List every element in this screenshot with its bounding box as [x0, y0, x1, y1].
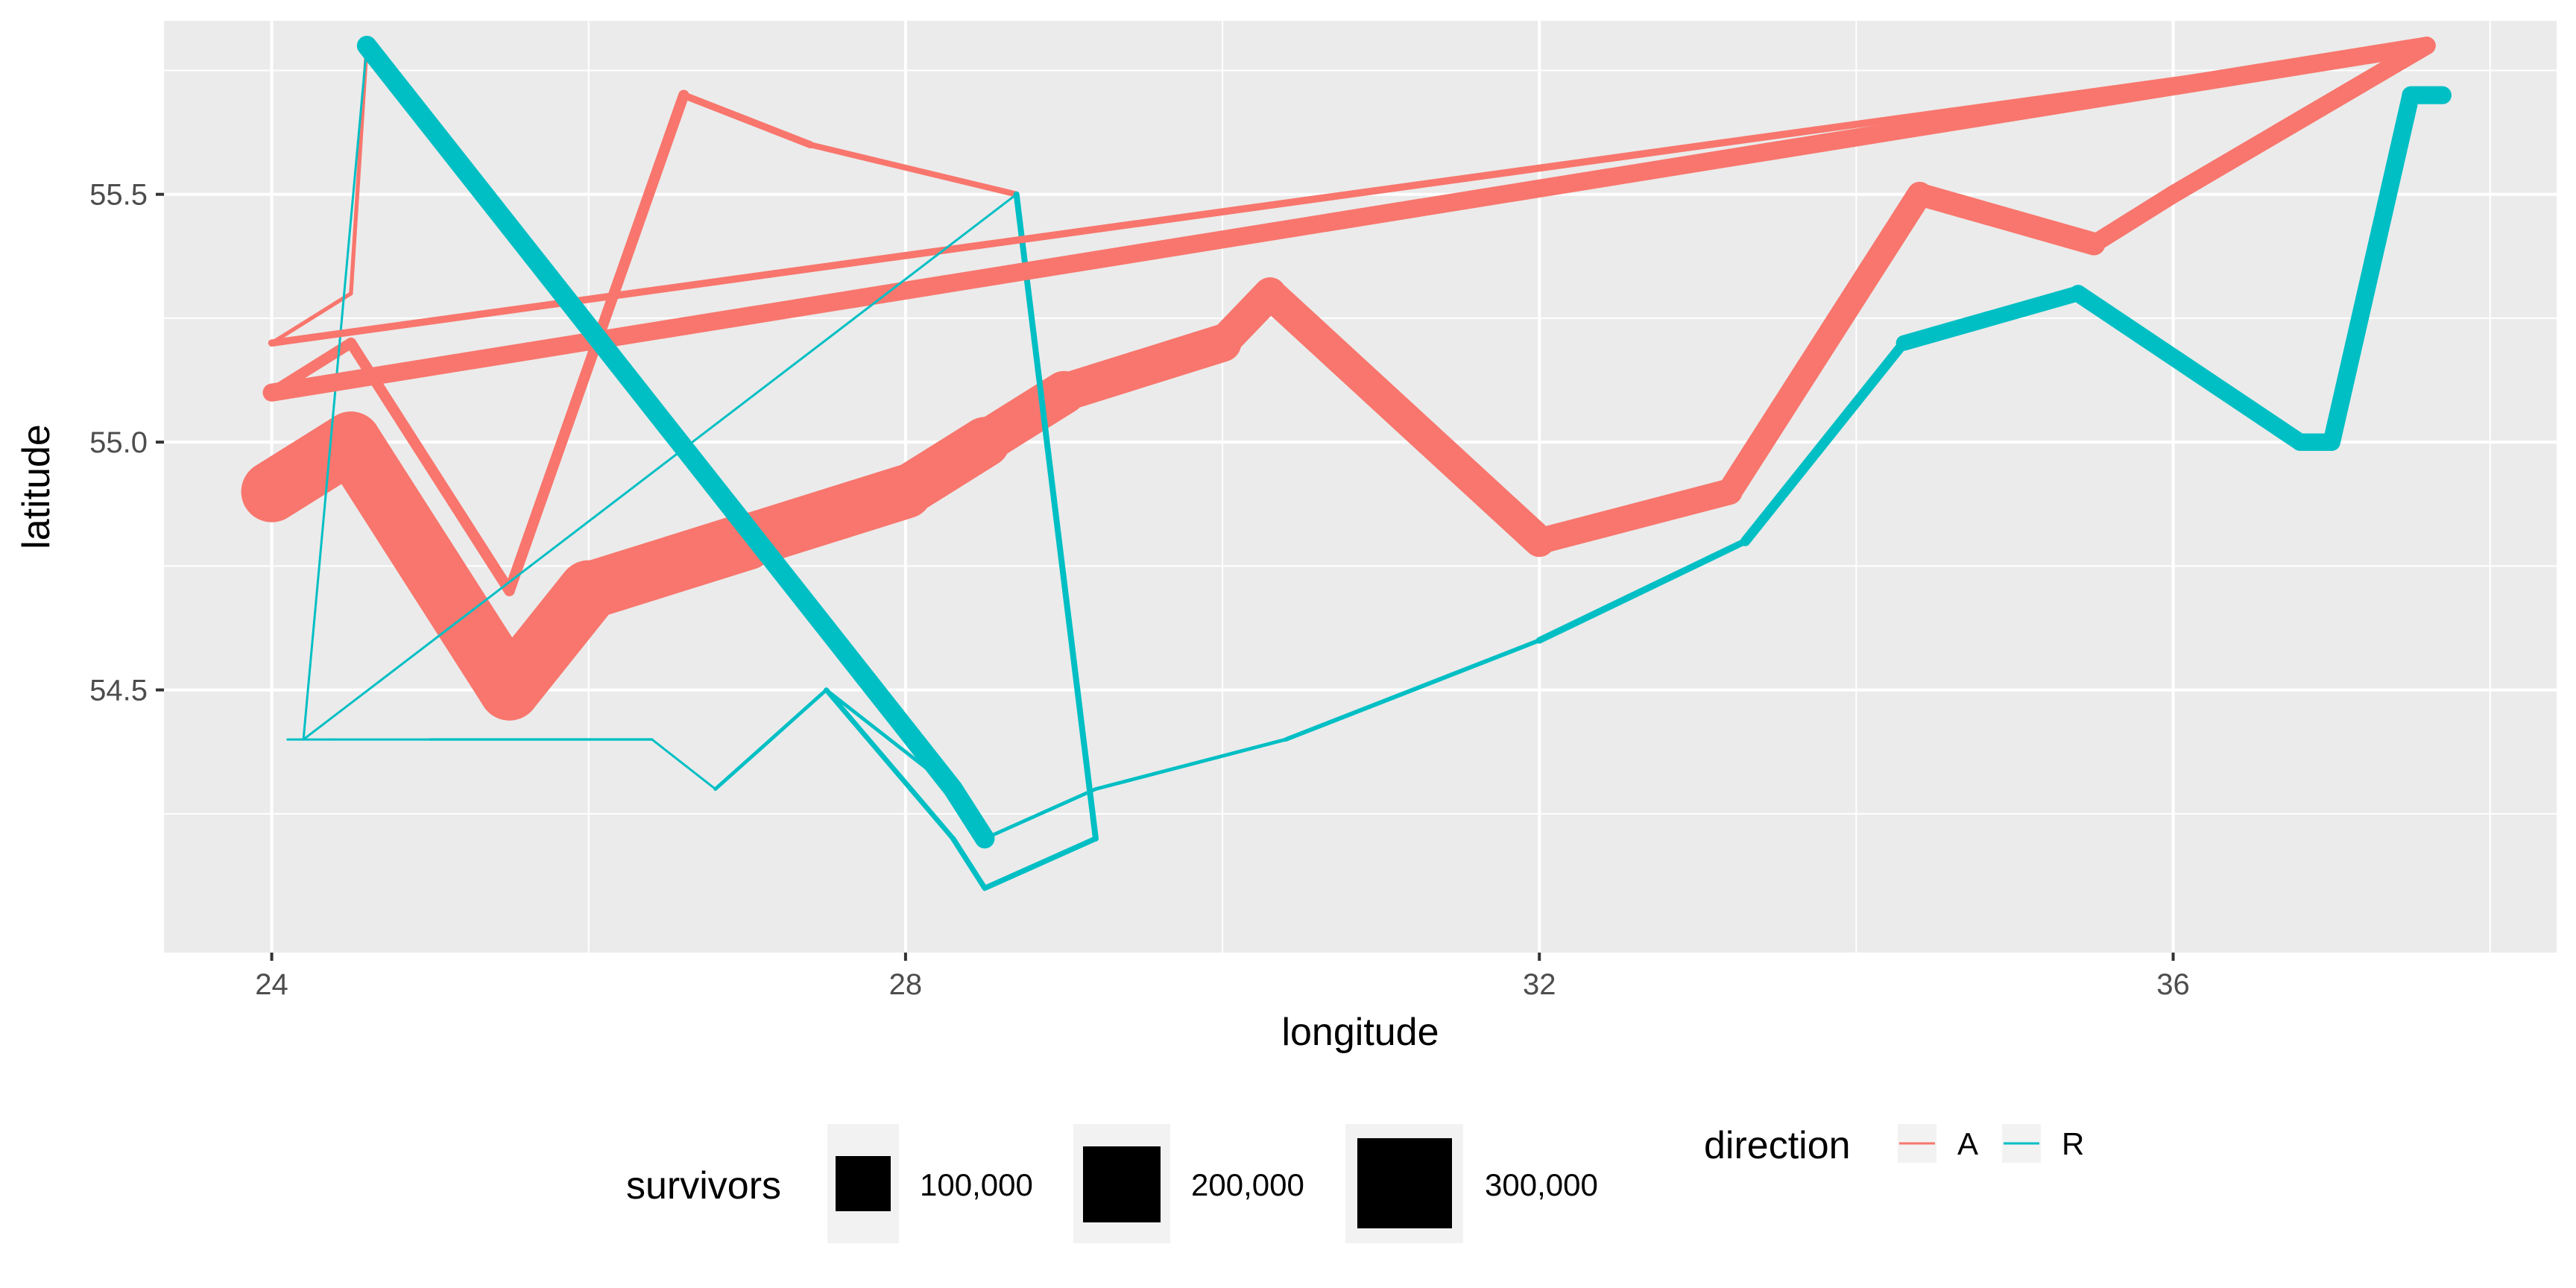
- path-segment-r: [302, 193, 1018, 741]
- path-segment-a: [1717, 181, 1933, 505]
- y-tick-label: 55.5: [89, 179, 148, 212]
- color-legend-title: direction: [1704, 1124, 1851, 1167]
- size-legend-title: survivors: [626, 1164, 781, 1208]
- path-segment-r: [1740, 338, 1909, 546]
- y-axis-title: latitude: [15, 424, 58, 549]
- color-legend-label-a: A: [1957, 1126, 1978, 1161]
- path-segment-a: [2164, 37, 2436, 203]
- path-segment-r: [651, 738, 717, 791]
- size-legend: survivors 100,000 200,000 300,000: [626, 1124, 1598, 1243]
- x-axis-ticks: 24 28 32 36: [255, 953, 2190, 1001]
- path-segment-r: [982, 787, 1098, 841]
- size-legend-label-3: 300,000: [1485, 1167, 1598, 1202]
- path-segment-a: [807, 142, 1020, 198]
- series-a-group-1: [241, 37, 2436, 721]
- path-segment-a: [320, 411, 540, 721]
- path-segment-a: [269, 291, 353, 345]
- path-segment-r: [1013, 191, 1099, 842]
- x-axis-title: longitude: [1281, 1011, 1439, 1054]
- path-segment-r: [1895, 285, 2086, 351]
- path-segment-r: [1093, 737, 1288, 791]
- path-segment-r: [824, 687, 956, 842]
- y-axis-ticks: 54.5 55.0 55.5: [89, 179, 164, 707]
- x-tick-label: 32: [1523, 968, 1556, 1001]
- series-r-group-2: [824, 191, 1099, 891]
- path-segment-r: [943, 779, 995, 849]
- series-r-group-3: [302, 44, 368, 741]
- size-legend-label-1: 100,000: [920, 1167, 1033, 1202]
- path-segment-r: [950, 836, 988, 891]
- series-a-group-4: [262, 37, 2436, 402]
- path-segment-a: [1526, 479, 1743, 555]
- path-segment-a: [349, 43, 369, 296]
- path-segment-a: [1045, 323, 1242, 411]
- path-segment-r: [982, 836, 1099, 891]
- color-legend: direction A R: [1704, 1124, 2084, 1167]
- series-layer: [241, 35, 2452, 891]
- path-segment-a: [1254, 277, 1556, 558]
- size-legend-key-2: [1083, 1146, 1161, 1222]
- path-segment-r: [302, 44, 368, 741]
- path-segment-a: [560, 512, 776, 620]
- path-segment-r: [2069, 285, 2309, 451]
- series-r-group-1: [286, 86, 2452, 841]
- path-segment-a: [720, 464, 933, 569]
- color-legend-label-r: R: [2062, 1126, 2084, 1161]
- size-legend-key-3: [1357, 1138, 1452, 1228]
- y-tick-label: 54.5: [89, 675, 148, 707]
- path-segment-a: [268, 42, 2431, 347]
- path-segment-a: [680, 91, 815, 149]
- x-tick-label: 24: [255, 968, 288, 1001]
- size-legend-label-2: 200,000: [1191, 1167, 1304, 1202]
- series-a-group-3: [269, 43, 369, 345]
- series-r-group-6: [356, 35, 995, 849]
- series-a-group-5: [268, 42, 2431, 347]
- path-segment-a: [2085, 185, 2182, 253]
- y-tick-label: 55.0: [89, 426, 148, 459]
- plot-panel: [164, 21, 2557, 953]
- path-segment-a: [262, 37, 2436, 402]
- path-segment-r: [1535, 537, 1749, 644]
- path-segment-r: [713, 688, 829, 791]
- path-segment-a: [1908, 183, 2106, 256]
- size-legend-key-1: [836, 1156, 891, 1211]
- x-tick-label: 28: [889, 968, 923, 1001]
- x-tick-label: 36: [2156, 968, 2190, 1001]
- path-segment-r: [1284, 638, 1542, 742]
- grid-minor: [164, 21, 2557, 953]
- series-r-group-7: [302, 193, 1018, 741]
- path-segment-r: [356, 35, 963, 799]
- path-segment-r: [2323, 86, 2420, 451]
